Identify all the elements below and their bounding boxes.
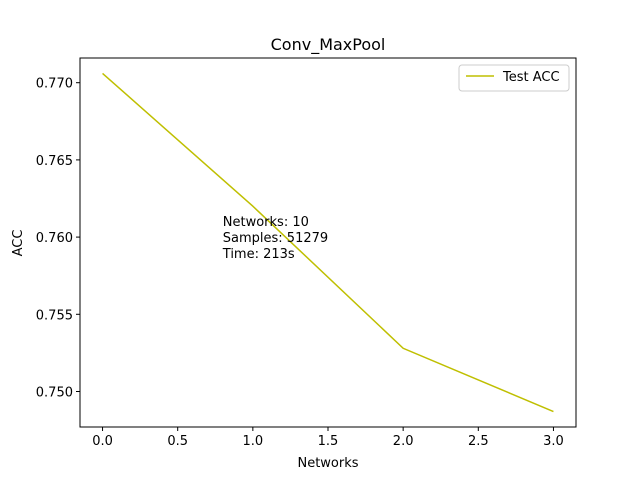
x-tick-label: 3.0 (543, 434, 564, 449)
annotation-time: Time: 213s (222, 247, 295, 262)
y-tick-label: 0.770 (36, 77, 73, 92)
series-line-test-acc (102, 72, 554, 413)
x-tick-label: 2.5 (468, 434, 489, 449)
x-tick-label: 1.0 (243, 434, 264, 449)
x-tick-label: 1.5 (318, 434, 339, 449)
x-tick-label: 0.5 (167, 434, 188, 449)
x-axis-ticks: 0.0 0.5 1.0 1.5 2.0 2.5 3.0 (92, 427, 564, 449)
y-tick-label: 0.760 (36, 231, 73, 246)
legend-box (458, 64, 570, 92)
stats-annotation: Networks: 10 Samples: 51279 Time: 213s (222, 215, 328, 262)
x-tick-label: 2.0 (393, 434, 414, 449)
y-axis-title: ACC (11, 230, 26, 257)
y-axis-ticks: 0.750 0.755 0.760 0.765 0.770 (36, 77, 80, 400)
x-tick-label: 0.0 (92, 434, 113, 449)
plot-lines (102, 72, 554, 413)
chart-title: Conv_MaxPool (271, 35, 386, 55)
legend: Test ACC (458, 64, 570, 92)
annotation-samples: Samples: 51279 (223, 231, 328, 246)
legend-label-test-acc: Test ACC (502, 70, 560, 85)
annotation-networks: Networks: 10 (223, 215, 309, 230)
y-tick-label: 0.750 (36, 385, 73, 400)
y-tick-label: 0.765 (36, 154, 73, 169)
x-axis-title: Networks (297, 456, 358, 471)
y-tick-label: 0.755 (36, 308, 73, 323)
